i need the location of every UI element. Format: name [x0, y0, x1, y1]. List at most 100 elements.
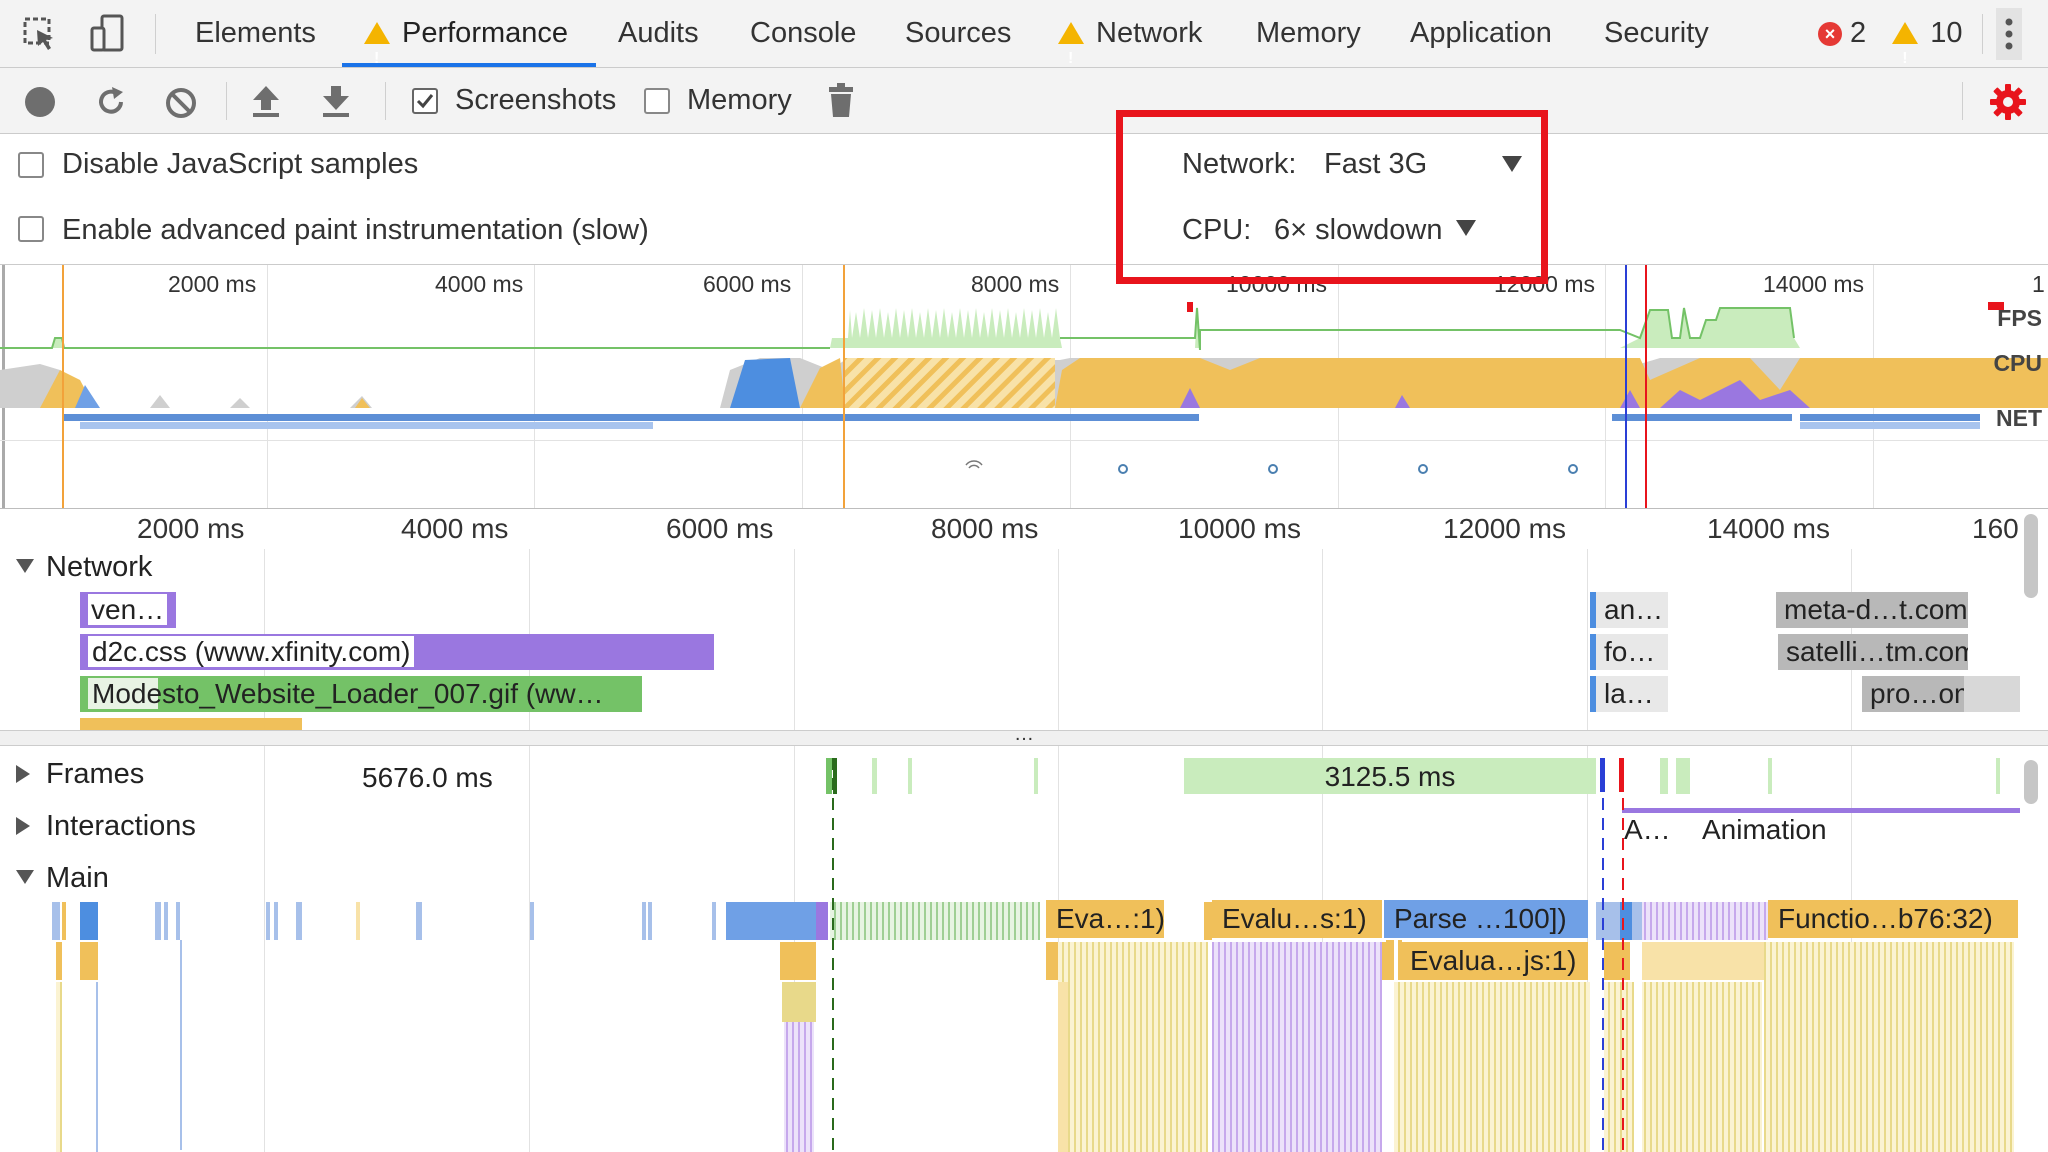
loading-spinner-icon [1418, 464, 1428, 474]
interaction-range-bar[interactable] [1622, 808, 2020, 813]
error-count-badge[interactable]: × 2 10 [1818, 0, 1962, 92]
network-request-bar[interactable]: d2c.css (www.xfinity.com) [80, 634, 714, 670]
capture-settings-gear-icon[interactable] [1989, 83, 2027, 121]
screenshots-strip[interactable] [0, 440, 2048, 509]
evaluate-script-event[interactable]: Evalua…js:1) [1400, 942, 1588, 980]
network-request-bar[interactable]: Modesto_Website_Loader_007.gif (ww… [80, 676, 642, 712]
expand-arrow-icon [16, 817, 30, 835]
fps-graph [0, 302, 2048, 350]
network-throttle-select[interactable]: Fast 3G [1322, 144, 1522, 188]
network-request-bar[interactable]: meta-d…t.com) [1776, 592, 1968, 628]
tab-memory[interactable]: Memory [1256, 0, 1361, 67]
track-splitter[interactable]: … [0, 724, 2048, 746]
save-profile-icon[interactable] [320, 84, 352, 118]
fps-track-label: FPS [1997, 305, 2042, 331]
long-frame-bar[interactable]: 3125.5 ms [1184, 758, 1596, 794]
inspect-element-icon[interactable] [22, 16, 58, 52]
performance-toolbar: Screenshots Memory [0, 68, 2048, 134]
frames-track-header[interactable]: Frames [16, 758, 144, 791]
load-profile-icon[interactable] [250, 84, 282, 118]
frame-bar[interactable] [1034, 758, 1038, 794]
toolbar-separator [226, 82, 227, 120]
cpu-graph [0, 358, 2048, 408]
tab-label: Elements [195, 17, 316, 49]
cpu-track-label: CPU [1993, 350, 2042, 376]
gridline [267, 265, 268, 508]
network-scrollbar[interactable] [2024, 514, 2038, 598]
frame-bar[interactable] [1768, 758, 1772, 794]
request-label: la… [1604, 678, 1654, 709]
tab-label: Network [1096, 17, 1203, 49]
interaction-label: A… [1624, 814, 1671, 845]
network-request-bar[interactable]: pro…om) [1862, 676, 1968, 712]
cpu-throttle-select[interactable]: 6× slowdown [1272, 210, 1476, 254]
frame-bar[interactable] [826, 758, 832, 794]
main-track-header[interactable]: Main [16, 862, 109, 895]
net-track-label: NET [1996, 405, 2042, 431]
tab-audits[interactable]: Audits [618, 0, 699, 67]
network-track-title: Network [46, 551, 153, 583]
warning-icon [1058, 22, 1084, 92]
main-scrollbar[interactable] [2024, 760, 2038, 804]
capture-settings-panel: Disable JavaScript samples Enable advanc… [0, 134, 2048, 265]
evaluate-script-event[interactable]: Evalu…s:1) [1212, 900, 1382, 938]
main-track-title: Main [46, 862, 109, 894]
expand-arrow-icon [16, 870, 34, 884]
ruler-tick-label: 14000 ms [1707, 513, 1830, 544]
parse-html-event[interactable]: Parse …100]) [1384, 900, 1588, 938]
network-request-bar[interactable]: an… [1590, 592, 1668, 628]
loading-spinner-icon [965, 460, 983, 469]
frame-bar[interactable] [1660, 758, 1668, 794]
evaluate-script-event[interactable]: Eva…:1) [1046, 900, 1164, 938]
request-label: meta-d…t.com) [1784, 594, 1968, 625]
gridline [534, 265, 535, 508]
event-label: Evalu…s:1) [1222, 903, 1367, 934]
network-request-bar[interactable] [80, 718, 302, 730]
dcl-frame-marker [1600, 758, 1605, 792]
more-options-icon[interactable] [1996, 8, 2022, 60]
network-track-header[interactable]: Network [16, 551, 152, 584]
checkmark-icon [416, 94, 434, 109]
trash-icon[interactable] [828, 82, 854, 118]
frame-bar[interactable] [872, 758, 877, 794]
record-icon[interactable] [24, 86, 56, 118]
loading-spinner-icon [1268, 464, 1278, 474]
tab-performance[interactable]: Performance [364, 0, 568, 92]
tab-security[interactable]: Security [1604, 0, 1709, 67]
tab-application[interactable]: Application [1410, 0, 1552, 67]
frame-bar[interactable] [908, 758, 912, 794]
frame-bar[interactable] [833, 758, 837, 794]
screenshots-checkbox[interactable] [412, 88, 438, 114]
network-request-bar[interactable]: fo… [1590, 634, 1668, 670]
clear-icon[interactable] [164, 86, 198, 120]
overview-tick-label: 1 [2032, 271, 2045, 297]
selection-handle-left[interactable] [843, 265, 845, 508]
timeline-overview[interactable]: 2000 ms 4000 ms 6000 ms 8000 ms 10000 ms… [0, 265, 2048, 509]
function-call-event[interactable]: Functio…b76:32) [1768, 900, 2018, 938]
main-flame-chart[interactable] [0, 900, 2048, 1152]
request-label: an… [1604, 594, 1664, 625]
reload-record-icon[interactable] [94, 85, 128, 119]
interactions-track-header[interactable]: Interactions [16, 810, 196, 843]
tab-sources[interactable]: Sources [905, 0, 1011, 67]
event-label: Eva…:1) [1056, 903, 1164, 934]
overview-tick-label: 6000 ms [703, 271, 792, 297]
tab-separator [155, 14, 156, 54]
memory-checkbox[interactable] [644, 88, 670, 114]
advanced-paint-checkbox[interactable] [18, 216, 44, 242]
frame-bar[interactable] [1676, 758, 1690, 794]
network-request-bar[interactable] [1964, 676, 2020, 712]
tab-elements[interactable]: Elements [195, 0, 316, 67]
frame-bar[interactable] [1996, 758, 2000, 794]
active-tab-indicator [342, 63, 596, 67]
network-request-bar[interactable]: satelli…tm.com) [1778, 634, 1968, 670]
ruler-tick-label: 2000 ms [137, 513, 245, 544]
device-toolbar-icon[interactable] [90, 14, 126, 54]
tab-network[interactable]: Network [1058, 0, 1203, 92]
disable-js-samples-checkbox[interactable] [18, 152, 44, 178]
load-event-marker [1645, 265, 1647, 508]
event-label: Evalua…js:1) [1410, 945, 1577, 976]
tab-console[interactable]: Console [750, 0, 856, 67]
network-request-bar[interactable]: la… [1590, 676, 1668, 712]
network-request-bar[interactable]: ven… [80, 592, 176, 628]
